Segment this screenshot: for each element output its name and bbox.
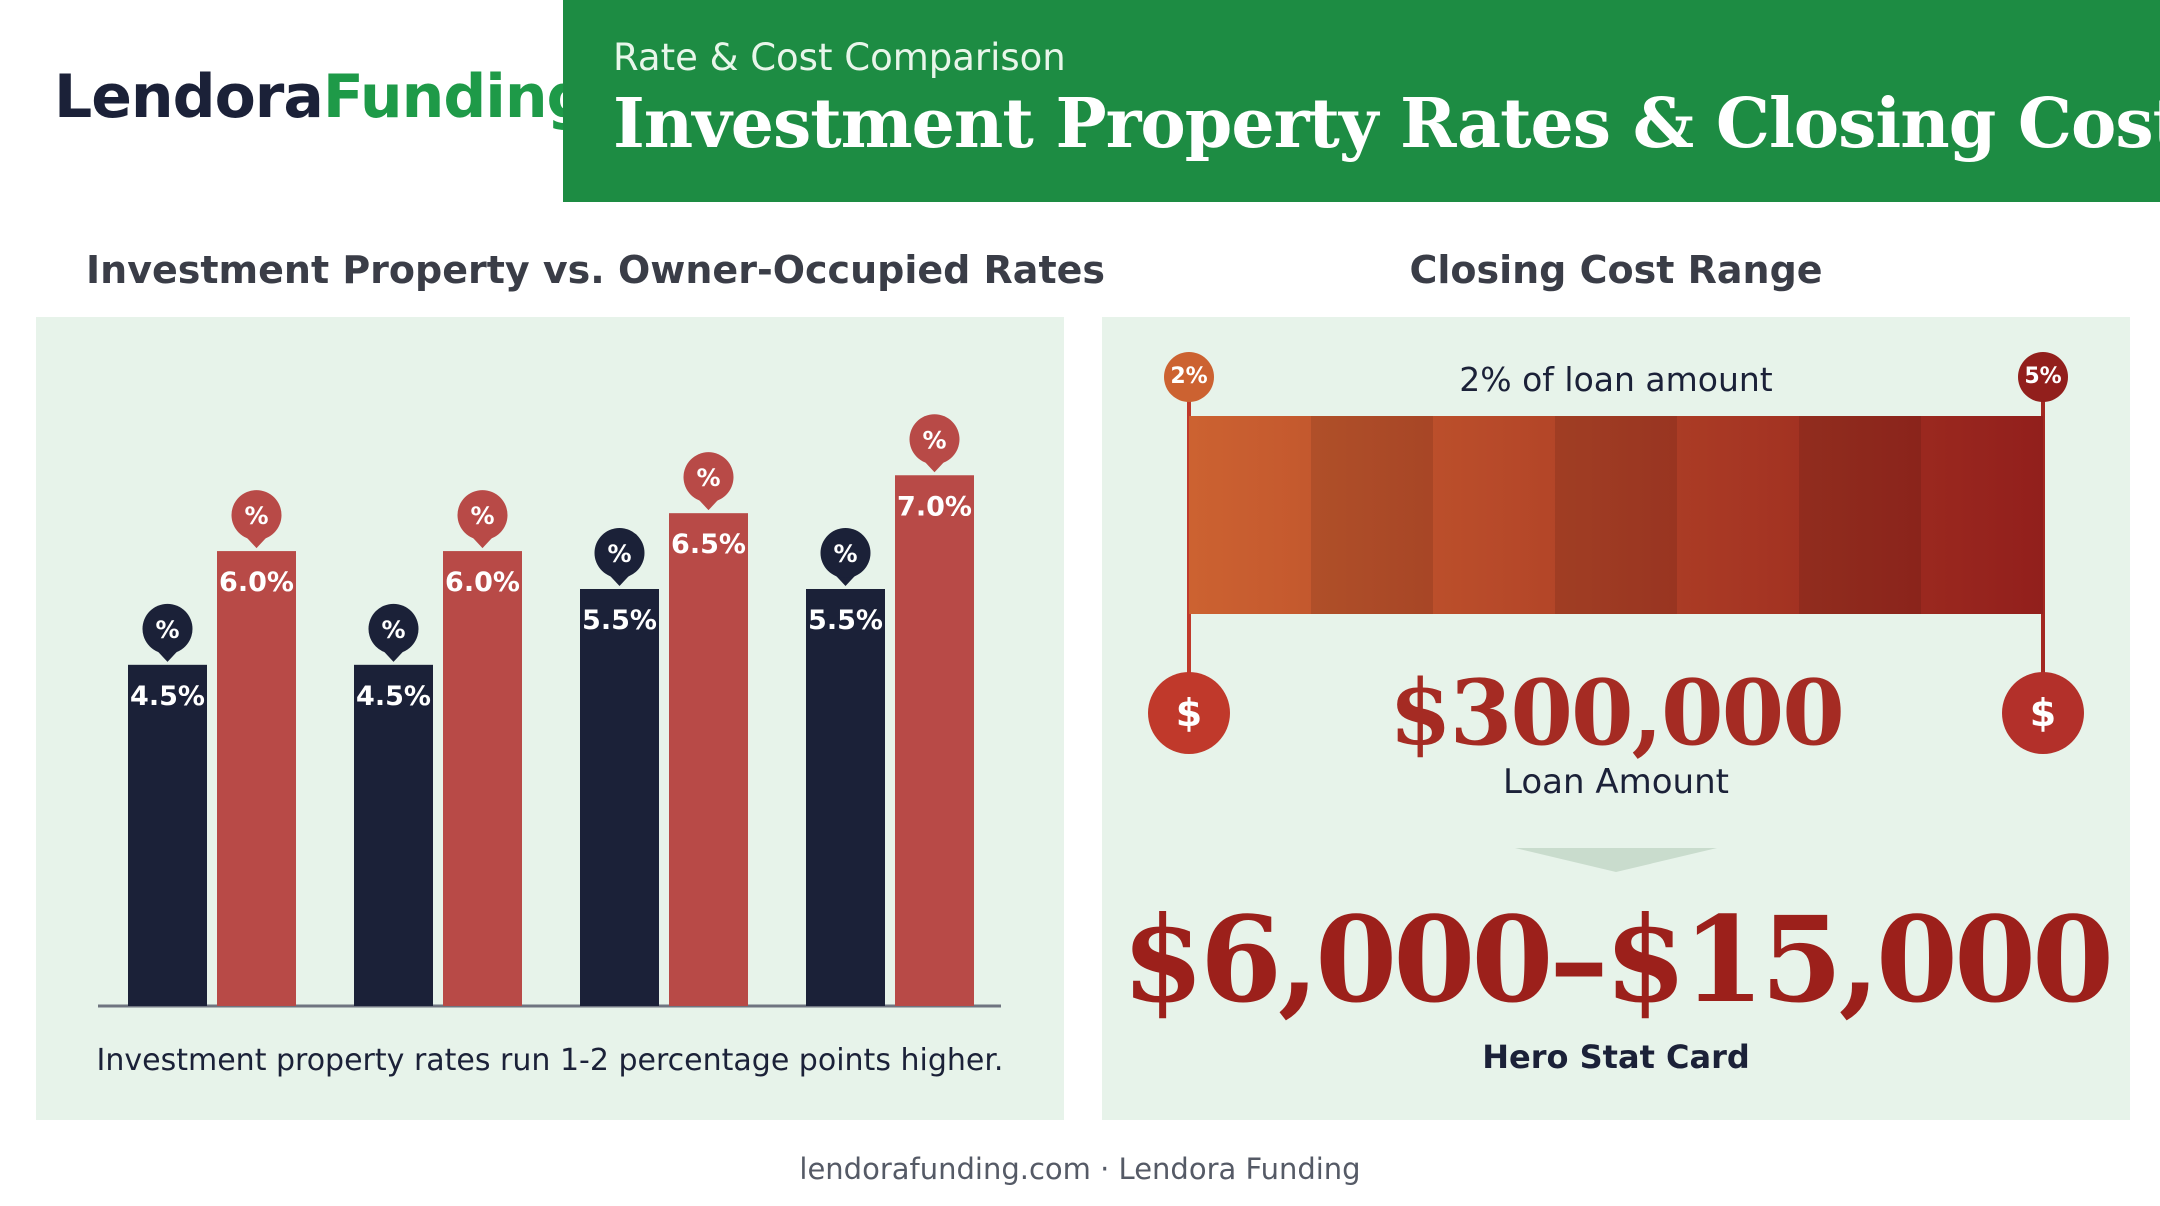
brand-name-part2: Funding <box>322 62 590 132</box>
investment-rate-bar <box>443 551 522 1006</box>
min-percent-badge: 2% <box>1164 352 1214 402</box>
percent-pin-symbol: % <box>244 502 268 530</box>
rates-section-title: Investment Property vs. Owner-Occupied R… <box>86 248 1106 292</box>
investment-rate-bar <box>895 475 974 1007</box>
header-banner: Rate & Cost Comparison Investment Proper… <box>563 0 2160 202</box>
percent-pin-symbol: % <box>155 616 179 644</box>
investment-rate-label: 6.0% <box>219 567 294 598</box>
percent-pin-icon <box>909 414 960 465</box>
investment-rate-label: 6.5% <box>671 529 746 560</box>
brand-name-part1: Lendora <box>54 62 324 132</box>
loan-amount-label: Loan Amount <box>1503 762 1729 802</box>
percent-pin-symbol: % <box>381 616 405 644</box>
header-kicker: Rate & Cost Comparison <box>613 36 1066 79</box>
percent-pin-icon <box>820 527 871 578</box>
max-percent-badge: 5% <box>2018 352 2068 402</box>
footer: lendorafunding.com · Lendora Funding <box>799 1152 1361 1186</box>
percent-pin-symbol: % <box>833 540 857 568</box>
range-bar-segments <box>1311 416 1921 614</box>
dollar-pin-icon: $ <box>1148 672 1230 754</box>
hero-stat-label: Hero Stat Card <box>1482 1038 1750 1076</box>
investment-rate-bar <box>217 551 296 1006</box>
investment-rate-bar <box>669 513 748 1006</box>
investment-rate-label: 7.0% <box>897 491 972 522</box>
owner-rate-label: 4.5% <box>356 681 431 712</box>
percent-pin-symbol: % <box>470 502 494 530</box>
owner-rate-bar <box>806 588 885 1006</box>
percent-pin-icon <box>594 527 645 578</box>
owner-rate-label: 5.5% <box>808 605 883 636</box>
owner-rate-bar <box>128 664 207 1006</box>
page-title: Investment Property Rates & Closing Cost… <box>613 84 2160 164</box>
percent-pin-icon <box>231 490 282 541</box>
down-arrow-icon <box>1515 848 1717 872</box>
rates-caption: Investment property rates run 1-2 percen… <box>96 1043 1004 1078</box>
percent-pin-symbol: % <box>696 464 720 492</box>
closing-cost-range-bar <box>1189 416 2043 614</box>
percent-pin-symbol: % <box>922 426 946 454</box>
owner-rate-bar <box>580 588 659 1006</box>
brand-logo: LendoraFunding <box>54 62 589 132</box>
owner-rate-label: 5.5% <box>582 605 657 636</box>
rates-chart-panel <box>36 317 1064 1120</box>
owner-rate-bar <box>354 664 433 1006</box>
percent-pin-icon <box>142 603 193 654</box>
hero-stat-value: $6,000–$15,000 <box>1121 890 2114 1029</box>
percent-pin-icon <box>368 603 419 654</box>
percent-pin-icon <box>683 452 734 503</box>
closing-section-title: Closing Cost Range <box>1409 248 1823 292</box>
loan-amount-value: $300,000 <box>1389 660 1845 766</box>
range-label: 2% of loan amount <box>1459 360 1773 399</box>
investment-rate-label: 6.0% <box>445 567 520 598</box>
owner-rate-label: 4.5% <box>130 681 205 712</box>
percent-pin-symbol: % <box>607 540 631 568</box>
dollar-pin-icon: $ <box>2002 672 2084 754</box>
percent-pin-icon <box>457 490 508 541</box>
